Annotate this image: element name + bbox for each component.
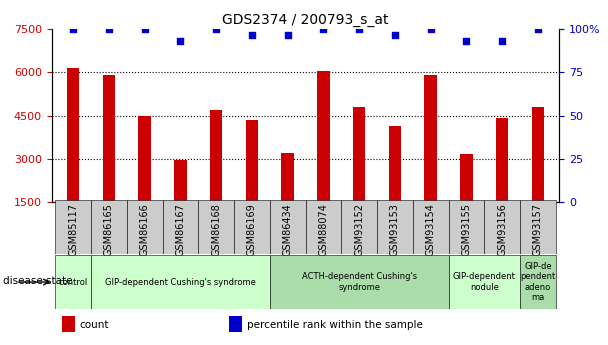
Text: GIP-dependent
nodule: GIP-dependent nodule xyxy=(453,272,516,292)
Text: GSM88074: GSM88074 xyxy=(319,203,328,256)
Bar xyxy=(55,200,91,254)
Text: GSM93154: GSM93154 xyxy=(426,203,436,256)
Point xyxy=(319,27,328,32)
Bar xyxy=(305,200,341,254)
Bar xyxy=(234,200,270,254)
Title: GDS2374 / 200793_s_at: GDS2374 / 200793_s_at xyxy=(223,13,389,27)
Bar xyxy=(270,255,449,309)
Text: GSM86168: GSM86168 xyxy=(211,203,221,256)
Point xyxy=(140,27,150,32)
Bar xyxy=(377,200,413,254)
Text: GSM86167: GSM86167 xyxy=(175,203,185,256)
Point xyxy=(211,27,221,32)
Point xyxy=(283,32,292,37)
Text: GSM93155: GSM93155 xyxy=(461,203,471,256)
Bar xyxy=(198,200,234,254)
Bar xyxy=(485,200,520,254)
Text: GIP-dependent Cushing's syndrome: GIP-dependent Cushing's syndrome xyxy=(105,277,256,287)
Text: GSM93152: GSM93152 xyxy=(354,203,364,256)
Bar xyxy=(520,255,556,309)
Bar xyxy=(91,200,126,254)
Bar xyxy=(91,255,270,309)
Text: percentile rank within the sample: percentile rank within the sample xyxy=(247,320,423,330)
Bar xyxy=(449,255,520,309)
Text: GSM86169: GSM86169 xyxy=(247,203,257,256)
Point xyxy=(533,27,543,32)
Bar xyxy=(424,75,437,202)
Bar xyxy=(246,120,258,202)
Point xyxy=(354,27,364,32)
Bar xyxy=(413,200,449,254)
Bar xyxy=(162,200,198,254)
Bar xyxy=(210,110,223,202)
Text: GSM93153: GSM93153 xyxy=(390,203,400,256)
Bar xyxy=(174,160,187,202)
Bar xyxy=(496,118,508,202)
Point xyxy=(176,39,185,44)
Text: control: control xyxy=(58,277,88,287)
Text: count: count xyxy=(80,320,109,330)
Point xyxy=(426,27,435,32)
Bar xyxy=(460,155,472,202)
Bar xyxy=(282,153,294,202)
Text: GSM86165: GSM86165 xyxy=(104,203,114,256)
Bar xyxy=(67,68,80,202)
Point xyxy=(68,27,78,32)
Bar xyxy=(126,200,162,254)
Bar xyxy=(389,126,401,202)
Bar xyxy=(353,107,365,202)
Bar xyxy=(520,200,556,254)
Bar xyxy=(103,75,115,202)
Point xyxy=(104,27,114,32)
Bar xyxy=(317,71,330,202)
Text: GIP-de
pendent
adeno
ma: GIP-de pendent adeno ma xyxy=(520,262,556,302)
Text: ACTH-dependent Cushing's
syndrome: ACTH-dependent Cushing's syndrome xyxy=(302,272,416,292)
Bar xyxy=(62,316,75,332)
Bar xyxy=(229,316,242,332)
Text: disease state: disease state xyxy=(3,276,72,286)
Text: GSM85117: GSM85117 xyxy=(68,203,78,256)
Point xyxy=(390,32,400,37)
Text: GSM93157: GSM93157 xyxy=(533,203,543,256)
Text: GSM93156: GSM93156 xyxy=(497,203,507,256)
Bar xyxy=(55,255,91,309)
Text: GSM86434: GSM86434 xyxy=(283,203,292,256)
Bar xyxy=(531,107,544,202)
Bar xyxy=(270,200,306,254)
Text: GSM86166: GSM86166 xyxy=(140,203,150,256)
Bar xyxy=(341,200,377,254)
Bar xyxy=(449,200,485,254)
Bar xyxy=(139,116,151,202)
Point xyxy=(497,39,507,44)
Point xyxy=(247,32,257,37)
Point xyxy=(461,39,471,44)
